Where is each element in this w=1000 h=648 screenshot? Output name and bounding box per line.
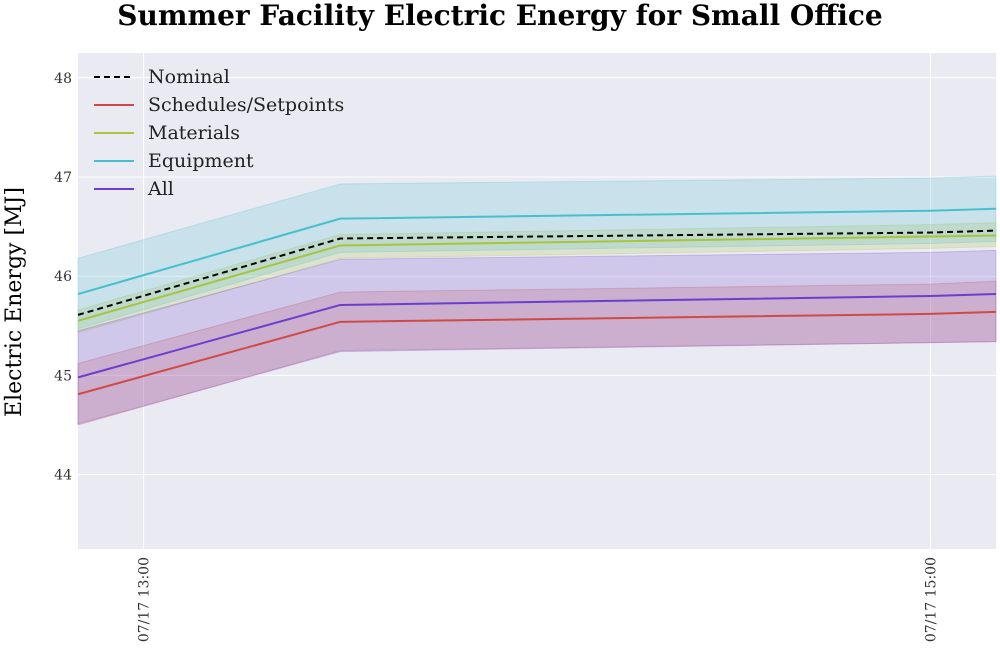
legend-label: Schedules/Setpoints — [148, 94, 344, 116]
legend-label: All — [147, 178, 174, 200]
series-line-materials — [77, 234, 997, 322]
band-schedules-setpoints — [77, 280, 997, 426]
uncertainty-bands — [77, 175, 997, 426]
y-axis-label: Electric Energy [MJ] — [2, 187, 27, 417]
y-tick-labels: 44 45 46 47 48 — [54, 71, 72, 484]
legend-label: Nominal — [148, 66, 230, 88]
chart-title: Summer Facility Electric Energy for Smal… — [117, 0, 883, 32]
y-tick-label: 44 — [54, 468, 72, 484]
band-all — [77, 249, 997, 425]
x-tick-labels: 07/17 13:00 07/17 15:00 — [137, 557, 940, 642]
y-tick-label: 45 — [54, 368, 72, 384]
y-tick-label: 46 — [54, 269, 72, 285]
x-tick-label: 07/17 13:00 — [137, 557, 153, 642]
grid-lines — [78, 53, 996, 549]
band-materials — [77, 222, 997, 334]
band-equipment — [77, 175, 997, 330]
y-tick-label: 47 — [54, 170, 72, 186]
y-tick-label: 48 — [54, 71, 72, 87]
series-line-schedules-setpoints — [77, 310, 997, 396]
x-tick-label: 07/17 15:00 — [923, 557, 939, 642]
series-lines — [77, 207, 997, 396]
series-line-equipment — [77, 207, 997, 296]
series-line-all — [77, 293, 997, 379]
legend-label: Equipment — [148, 150, 254, 172]
legend: Nominal Schedules/Setpoints Materials Equip… — [94, 66, 344, 200]
legend-label: Materials — [148, 122, 240, 144]
